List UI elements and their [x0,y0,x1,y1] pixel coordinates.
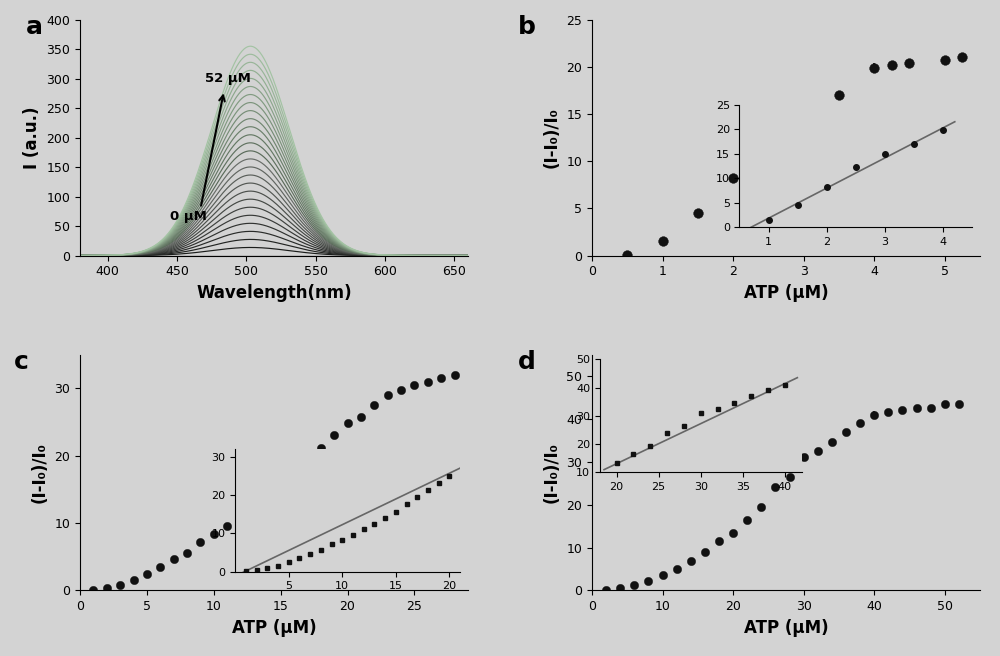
Text: a: a [26,15,43,39]
Text: d: d [518,350,536,374]
X-axis label: ATP (μM): ATP (μM) [744,619,828,637]
X-axis label: ATP (μM): ATP (μM) [232,619,316,637]
X-axis label: ATP (μM): ATP (μM) [744,284,828,302]
X-axis label: Wavelength(nm): Wavelength(nm) [196,284,352,302]
Y-axis label: (I-I₀)/I₀: (I-I₀)/I₀ [31,442,49,503]
Text: b: b [518,15,536,39]
Text: c: c [14,350,29,374]
Y-axis label: (I-I₀)/I₀: (I-I₀)/I₀ [543,442,561,503]
Y-axis label: (I-I₀)/I₀: (I-I₀)/I₀ [543,107,561,168]
Text: 0 μM: 0 μM [170,210,207,223]
Text: 52 μM: 52 μM [205,72,251,85]
Y-axis label: I (a.u.): I (a.u.) [23,106,41,169]
